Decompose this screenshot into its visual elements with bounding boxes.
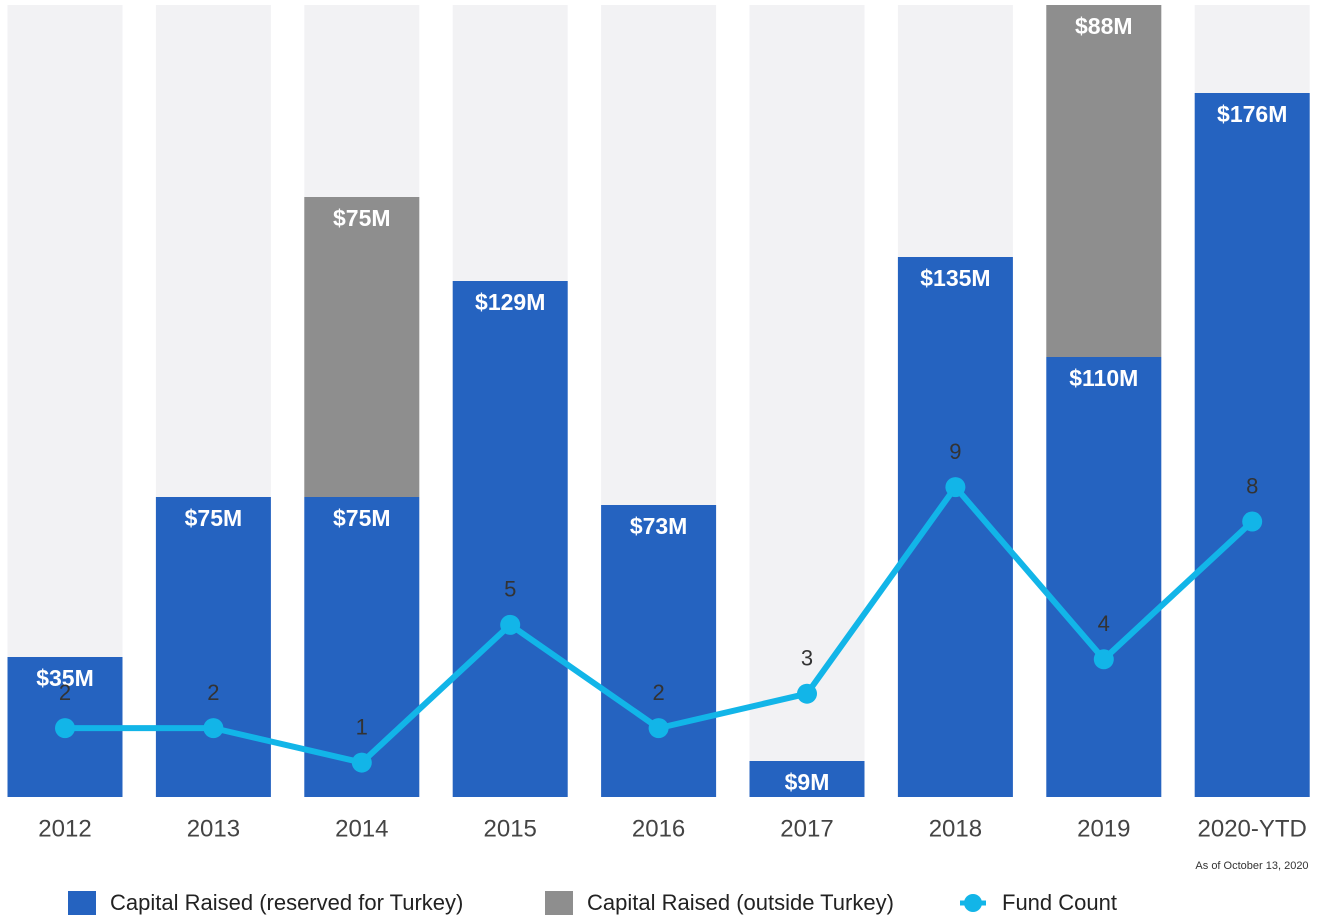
line-point [1093, 649, 1114, 670]
bar [1046, 5, 1162, 357]
bar [1194, 93, 1310, 797]
x-tick-label: 2018 [929, 815, 982, 842]
bar [749, 761, 865, 797]
bar-label: $88M [1075, 13, 1133, 39]
point-label: 1 [356, 714, 368, 739]
legend-swatch [545, 891, 573, 915]
bar-label: $73M [630, 513, 688, 539]
bar-label: $75M [333, 205, 391, 231]
line-point [55, 718, 75, 739]
bar-label: $9M [785, 769, 830, 795]
legend-swatch [68, 891, 96, 915]
bar-label: $135M [920, 265, 990, 291]
bar-label: $35M [36, 665, 94, 691]
bar [304, 497, 420, 797]
bar-label: $75M [185, 505, 243, 531]
line-point [1242, 511, 1263, 532]
x-tick-label: 2015 [484, 815, 537, 842]
point-label: 8 [1246, 473, 1258, 498]
point-label: 9 [949, 439, 961, 464]
x-tick-label: 2016 [632, 815, 685, 842]
line-point [351, 752, 372, 773]
bar-label: $75M [333, 505, 391, 531]
point-label: 2 [59, 680, 71, 705]
x-tick-label: 2013 [187, 815, 240, 842]
bar [452, 281, 568, 797]
line-point [945, 477, 966, 498]
column-background [749, 5, 865, 797]
bar [1046, 357, 1162, 797]
point-label: 2 [652, 680, 664, 705]
bar [601, 505, 717, 797]
x-tick-label: 2014 [335, 815, 388, 842]
line-point [797, 683, 817, 704]
legend-label: Fund Count [1002, 890, 1117, 915]
x-tick-label: 2012 [38, 815, 91, 842]
bar [897, 257, 1013, 797]
bar-label: $129M [475, 289, 545, 315]
point-label: 3 [801, 646, 813, 671]
line-point [500, 614, 521, 635]
line-point [648, 718, 669, 739]
x-tick-label: 2019 [1077, 815, 1130, 842]
point-label: 4 [1098, 611, 1110, 636]
x-tick-label: 2017 [780, 815, 833, 842]
point-label: 5 [504, 577, 516, 602]
bar-label: $110M [1069, 365, 1138, 391]
line-point [203, 718, 224, 739]
bar [304, 197, 420, 497]
x-tick-label: 2020-YTD [1198, 815, 1307, 842]
bar-label: $176M [1217, 101, 1287, 127]
annotation: As of October 13, 2020 [1195, 860, 1308, 872]
bar [155, 497, 271, 797]
point-label: 2 [207, 680, 219, 705]
legend-label: Capital Raised (reserved for Turkey) [110, 890, 463, 915]
legend-label: Capital Raised (outside Turkey) [587, 890, 894, 915]
legend-marker [964, 894, 982, 912]
